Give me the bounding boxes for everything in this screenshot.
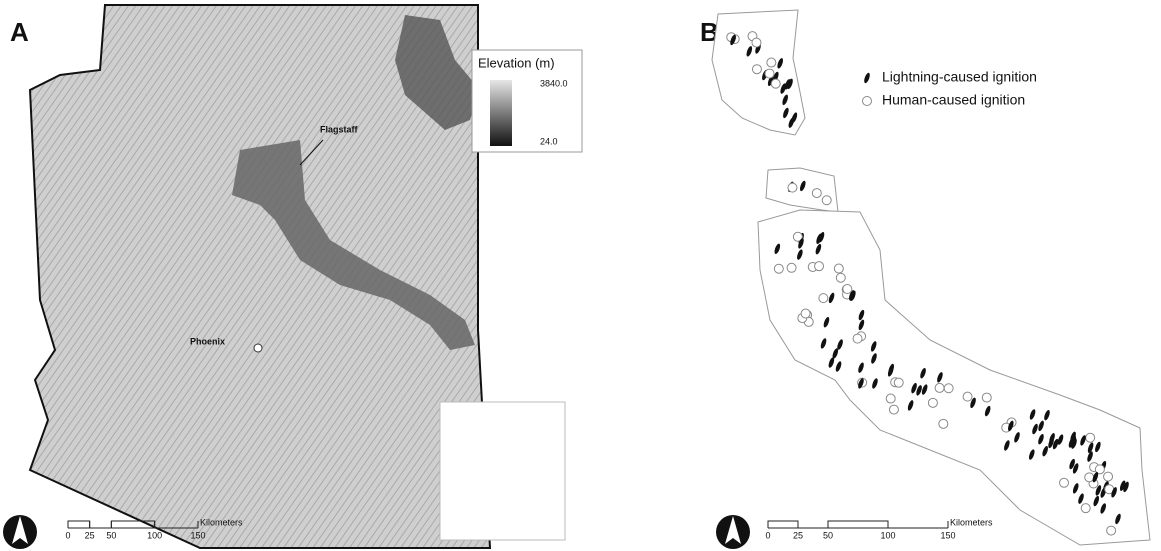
panel-label: A [10, 17, 29, 47]
human-ignition [787, 263, 796, 272]
region-outlines [712, 10, 1150, 545]
figure: A Flagstaff Phoenix Elevation (m) 3840.0… [0, 0, 1161, 551]
human-ignition [944, 384, 953, 393]
human-ignition [834, 264, 843, 273]
scale-segment [828, 521, 888, 528]
human-ignition [886, 394, 895, 403]
human-ignition [894, 378, 903, 387]
human-ignition [889, 405, 898, 414]
scale-tick-label: 150 [190, 530, 205, 540]
scale-tick-label: 100 [880, 530, 895, 540]
scale-tick-label: 25 [793, 530, 803, 540]
north-arrow [716, 515, 750, 549]
human-ignition [752, 65, 761, 74]
human-ignition [982, 393, 991, 402]
human-ignition [812, 189, 821, 198]
legend-title: Elevation (m) [478, 55, 555, 70]
human-ignition [771, 79, 780, 88]
legend-min: 24.0 [540, 136, 558, 146]
scale-unit: Kilometers [950, 517, 993, 527]
place-label: Flagstaff [320, 124, 359, 134]
north-arrow [3, 515, 37, 549]
human-ignition [765, 69, 774, 78]
city-marker [254, 344, 262, 352]
human-ignition [963, 392, 972, 401]
human-ignition [928, 398, 937, 407]
human-ignition [801, 309, 810, 318]
scale-tick-label: 50 [823, 530, 833, 540]
elevation-ramp [490, 80, 512, 146]
human-ignition [1085, 473, 1094, 482]
human-ignition [774, 264, 783, 273]
human-ignition [752, 38, 761, 47]
human-ignition [1060, 478, 1069, 487]
scale-tick-label: 0 [765, 530, 770, 540]
scale-segment [768, 521, 798, 528]
human-ignition [843, 284, 852, 293]
human-ignition [939, 419, 948, 428]
inset-map [440, 402, 565, 540]
scale-unit: Kilometers [200, 517, 243, 527]
human-ignition [788, 183, 797, 192]
legend-label: Human-caused ignition [882, 92, 1025, 108]
human-ignition [1086, 433, 1095, 442]
legend: Lightning-caused ignition Human-caused i… [863, 69, 1037, 108]
human-ignition [815, 262, 824, 271]
scale-tick-label: 100 [147, 530, 162, 540]
scale-tick-label: 150 [940, 530, 955, 540]
human-ignition [767, 58, 776, 67]
legend-max: 3840.0 [540, 78, 568, 88]
scale-bar: 0 25 50 100 150 Kilometers [765, 517, 993, 540]
human-ignition [819, 294, 828, 303]
legend-label: Lightning-caused ignition [882, 69, 1037, 85]
scale-tick-label: 25 [85, 530, 95, 540]
scale-segment [68, 521, 90, 528]
human-ignition [1104, 472, 1113, 481]
human-ignition [1107, 526, 1116, 535]
human-ignition [853, 334, 862, 343]
human-ignition [1081, 504, 1090, 513]
place-label: Phoenix [190, 336, 225, 346]
scale-tick-label: 0 [65, 530, 70, 540]
human-ignition [836, 273, 845, 282]
scale-tick-label: 50 [106, 530, 116, 540]
human-ignition [822, 196, 831, 205]
human-ignition [935, 383, 944, 392]
